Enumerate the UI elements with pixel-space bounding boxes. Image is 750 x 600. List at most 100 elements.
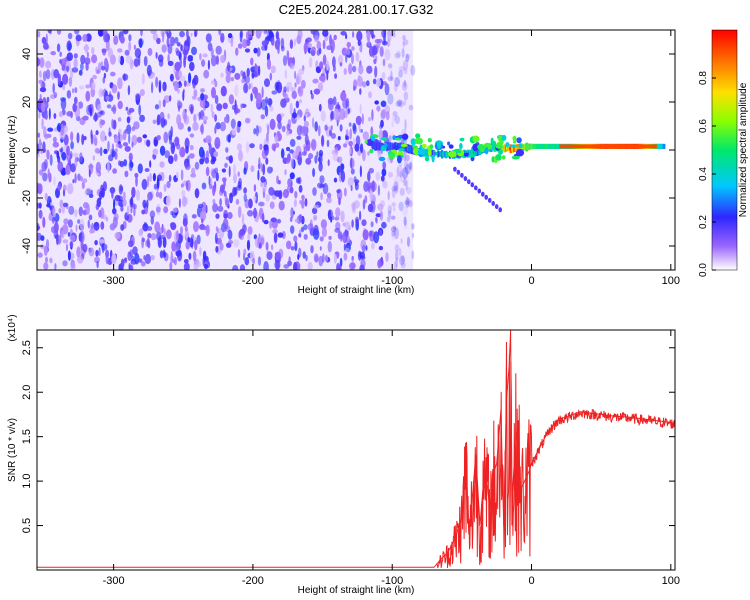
noise-cell bbox=[304, 134, 309, 146]
noise-cell bbox=[179, 75, 186, 82]
noise-cell bbox=[230, 77, 234, 82]
noise-cell bbox=[274, 190, 281, 197]
noise-cell bbox=[397, 172, 400, 177]
noise-cell bbox=[359, 165, 362, 178]
noise-cell bbox=[404, 179, 410, 184]
noise-cell bbox=[88, 214, 93, 221]
noise-cell bbox=[282, 189, 289, 199]
noise-cell bbox=[297, 253, 300, 261]
noise-cell bbox=[53, 92, 58, 98]
noise-cell bbox=[71, 67, 79, 73]
noise-cell bbox=[336, 262, 341, 270]
noise-cell bbox=[264, 78, 270, 87]
noise-cell bbox=[74, 87, 78, 94]
noise-cell bbox=[387, 63, 393, 69]
noise-cell bbox=[266, 98, 273, 106]
noise-cell bbox=[51, 226, 56, 234]
signal-cell bbox=[498, 207, 503, 213]
noise-cell bbox=[171, 258, 176, 264]
noise-cell bbox=[245, 141, 250, 154]
noise-cell bbox=[105, 95, 110, 101]
noise-cell bbox=[265, 35, 271, 41]
x-tick-label: 0 bbox=[528, 275, 534, 287]
colorbar-tick-label: 0.0 bbox=[698, 263, 709, 277]
noise-cell bbox=[118, 160, 122, 166]
noise-cell bbox=[262, 181, 267, 193]
signal-cell bbox=[468, 153, 476, 158]
noise-cell bbox=[319, 246, 322, 251]
noise-cell bbox=[211, 169, 217, 179]
noise-cell bbox=[126, 116, 131, 124]
noise-cell bbox=[267, 124, 270, 135]
noise-cell bbox=[53, 176, 56, 186]
noise-cell bbox=[224, 116, 228, 123]
noise-cell bbox=[320, 73, 326, 83]
noise-cell bbox=[123, 159, 128, 167]
noise-cell bbox=[294, 241, 298, 252]
noise-cell bbox=[310, 30, 316, 35]
noise-cell bbox=[403, 68, 408, 75]
noise-cell bbox=[190, 55, 194, 62]
noise-cell bbox=[223, 213, 228, 219]
noise-cell bbox=[184, 137, 190, 149]
noise-cell bbox=[322, 54, 327, 66]
noise-cell bbox=[354, 182, 359, 191]
noise-cell bbox=[75, 34, 82, 42]
noise-cell bbox=[406, 186, 412, 195]
noise-cell bbox=[296, 34, 302, 45]
spectrogram-y-axis-label: Frequency (Hz) bbox=[7, 116, 18, 185]
noise-cell bbox=[146, 238, 150, 248]
noise-cell bbox=[361, 244, 366, 253]
signal-cell bbox=[415, 133, 421, 139]
noise-cell bbox=[158, 99, 162, 109]
noise-cell bbox=[204, 157, 210, 164]
noise-cell bbox=[220, 32, 225, 44]
noise-cell bbox=[114, 148, 118, 153]
noise-cell bbox=[122, 130, 127, 141]
noise-cell bbox=[49, 257, 53, 264]
noise-cell bbox=[72, 152, 79, 158]
noise-cell bbox=[79, 234, 83, 242]
noise-cell bbox=[113, 135, 120, 144]
noise-cell bbox=[176, 114, 182, 126]
noise-cell bbox=[69, 240, 74, 248]
noise-cell bbox=[385, 111, 390, 121]
noise-cell bbox=[39, 57, 45, 68]
colorbar-ticks: 0.0 0.2 0.4 0.6 0.8 bbox=[698, 71, 716, 277]
noise-cell bbox=[403, 161, 409, 170]
noise-cell bbox=[208, 175, 211, 186]
noise-cell bbox=[293, 235, 298, 242]
noise-cell bbox=[39, 93, 42, 102]
noise-cell bbox=[329, 129, 332, 137]
noise-cell bbox=[379, 46, 384, 57]
noise-cell bbox=[228, 94, 235, 105]
noise-cell bbox=[72, 103, 77, 113]
noise-cell bbox=[67, 219, 73, 228]
noise-cell bbox=[40, 244, 45, 249]
noise-cell bbox=[389, 64, 393, 72]
noise-cell bbox=[236, 185, 242, 191]
noise-cell bbox=[50, 51, 56, 56]
noise-cell bbox=[307, 223, 314, 231]
signal-cell bbox=[429, 144, 434, 150]
noise-cell bbox=[270, 217, 277, 223]
noise-cell bbox=[406, 198, 411, 206]
signal-cell bbox=[392, 145, 399, 151]
noise-cell bbox=[244, 75, 250, 84]
noise-cell bbox=[399, 173, 405, 183]
noise-cell bbox=[316, 151, 319, 158]
noise-cell bbox=[301, 194, 305, 200]
noise-cell bbox=[314, 121, 319, 132]
noise-cell bbox=[270, 65, 276, 74]
noise-cell bbox=[268, 186, 275, 196]
noise-cell bbox=[387, 210, 392, 218]
noise-cell bbox=[193, 113, 197, 123]
noise-cell bbox=[301, 79, 306, 89]
spectrogram-signal-band bbox=[364, 133, 666, 213]
noise-cell bbox=[134, 48, 142, 59]
noise-cell bbox=[210, 80, 216, 85]
noise-cell bbox=[404, 200, 409, 206]
noise-cell bbox=[183, 259, 189, 264]
noise-cell bbox=[74, 96, 78, 105]
